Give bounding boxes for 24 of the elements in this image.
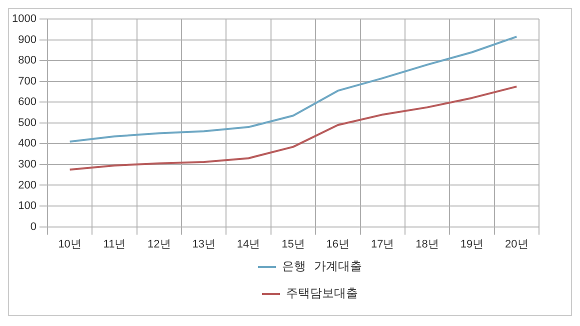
legend-label: 은행 가계대출 — [282, 258, 362, 275]
x-tick-label: 15년 — [282, 238, 305, 250]
y-tick-label: 500 — [18, 116, 36, 129]
x-tick-label: 12년 — [148, 238, 171, 250]
x-tick-label: 10년 — [58, 238, 82, 250]
y-tick-label: 700 — [18, 75, 36, 88]
x-tick-label: 20년 — [505, 238, 528, 250]
y-tick-label: 1000 — [12, 13, 36, 26]
x-tick-label: 16년 — [326, 238, 350, 250]
y-tick-label: 0 — [30, 220, 36, 233]
y-tick-label: 900 — [18, 34, 36, 46]
x-tick-label: 18년 — [416, 238, 439, 250]
x-tick-label: 17년 — [370, 238, 394, 250]
x-tick-label: 13년 — [192, 238, 216, 250]
x-tick-label: 11년 — [103, 238, 126, 250]
y-tick-label: 300 — [18, 158, 36, 170]
y-tick-label: 600 — [18, 96, 36, 108]
y-tick-label: 800 — [18, 54, 36, 67]
legend-label: 주택담보대출 — [286, 285, 358, 302]
y-tick-label: 200 — [18, 179, 36, 192]
y-tick-label: 400 — [18, 138, 36, 150]
y-tick-label: 100 — [18, 200, 36, 212]
x-tick-label: 19년 — [460, 238, 484, 250]
x-tick-label: 14년 — [236, 238, 260, 250]
